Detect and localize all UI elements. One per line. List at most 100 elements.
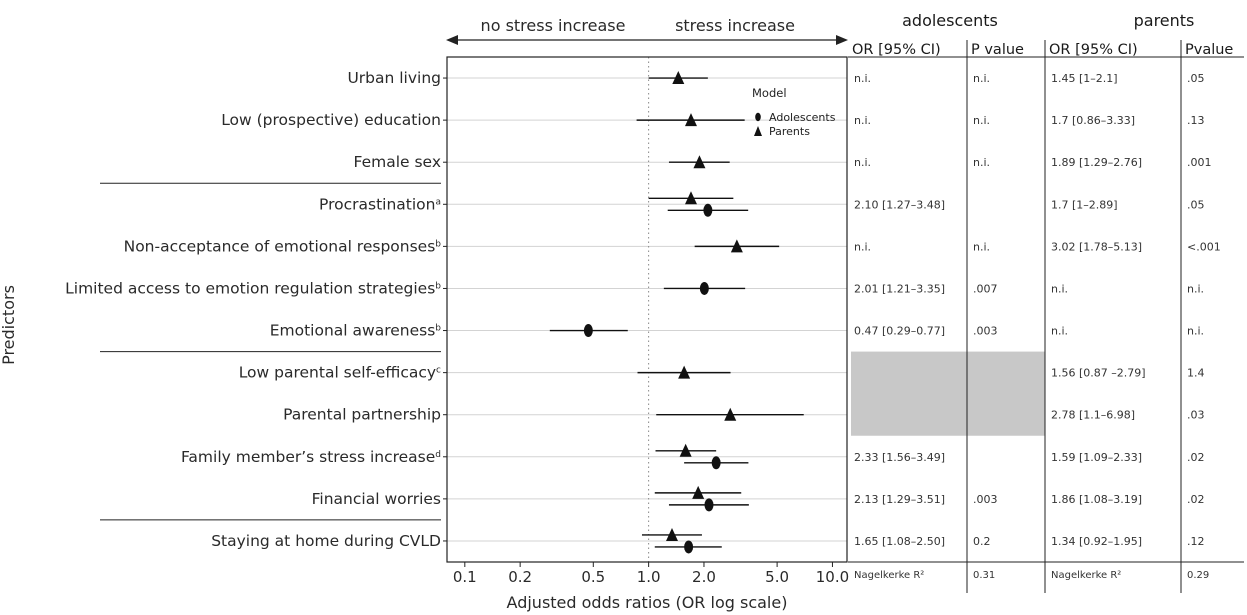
y-axis-title: Predictors (0, 285, 18, 365)
x-tick-label: 10.0 (816, 568, 849, 586)
table-cell: n.i. (854, 72, 871, 85)
table-cell: n.i. (1051, 325, 1068, 338)
table-cell: 1.34 [0.92–1.95] (1051, 535, 1142, 548)
legend-item-adolescents: Adolescents (769, 111, 836, 124)
x-axis-title: Adjusted odds ratios (OR log scale) (507, 593, 788, 612)
not-applicable-shading (851, 351, 1045, 436)
table-cell: 2.13 [1.29–3.51] (854, 493, 945, 506)
adolescents-estimate-ellipse (704, 498, 714, 512)
predictor-label: Low parental self-efficacyc (239, 364, 441, 382)
table-cell: n.i. (973, 72, 990, 85)
parents-estimate-triangle (693, 155, 706, 169)
table-column-header: P value (971, 42, 1024, 58)
parents-estimate-triangle (724, 407, 737, 421)
parents-estimate-triangle (672, 71, 685, 85)
legend-triangle-icon (754, 126, 762, 136)
x-tick-label: 1.0 (637, 568, 661, 586)
table-cell: 1.59 [1.09–2.33] (1051, 451, 1142, 464)
parents-estimate-triangle (678, 365, 691, 379)
table-footer-cell: 0.31 (973, 570, 995, 581)
adolescents-estimate-ellipse (711, 456, 721, 470)
table-cell: 2.10 [1.27–3.48] (854, 198, 945, 211)
table-cell: n.i. (1187, 325, 1204, 338)
table-cell: 1.65 [1.08–2.50] (854, 535, 945, 548)
table-cell: 1.7 [0.86–3.33] (1051, 114, 1135, 127)
table-cell: 1.45 [1–2.1] (1051, 72, 1118, 85)
table-cell: n.i. (854, 240, 871, 253)
parents-estimate-triangle (684, 191, 697, 205)
adolescents-estimate-ellipse (699, 281, 709, 295)
table-cell: 1.7 [1–2.89] (1051, 198, 1118, 211)
table-cell: n.i. (1051, 282, 1068, 295)
table-cell: n.i. (973, 240, 990, 253)
parents-estimate-triangle (692, 485, 705, 499)
predictor-label: Non-acceptance of emotional responsesb (124, 237, 442, 255)
legend-ellipse-icon (755, 112, 761, 122)
table-group-adolescents: adolescents (902, 11, 998, 30)
table-footer-cell: 0.29 (1187, 570, 1209, 581)
direction-header: no stress increase stress increase (446, 16, 848, 45)
table-cell: .13 (1187, 114, 1205, 127)
predictor-label: Family member’s stress increased (181, 448, 441, 466)
table-cell: .05 (1187, 198, 1205, 211)
adolescents-estimate-ellipse (583, 324, 593, 338)
table-group-parents: parents (1134, 11, 1195, 30)
predictor-label: Procrastinationa (319, 195, 441, 213)
predictor-label: Parental partnership (283, 406, 441, 424)
plot-frame (446, 56, 848, 563)
table-cell: .001 (1187, 156, 1212, 169)
predictor-label: Limited access to emotion regulation str… (65, 279, 441, 297)
predictor-label: Staying at home during CVLD (211, 532, 441, 550)
parents-estimate-triangle (665, 527, 678, 541)
left-arrowhead-icon (446, 35, 458, 45)
direction-label-left: no stress increase (481, 16, 626, 35)
legend-title: Model (752, 86, 787, 100)
table-cell: 3.02 [1.78–5.13] (1051, 240, 1142, 253)
table-cell: 2.01 [1.21–3.35] (854, 282, 945, 295)
table-cell: .05 (1187, 72, 1205, 85)
x-tick-label: 0.2 (508, 568, 532, 586)
table-cell: 1.56 [0.87 –2.79] (1051, 367, 1146, 380)
table-cell: 1.4 (1187, 367, 1205, 380)
table-column-header: OR [95% CI) (1049, 42, 1138, 58)
table-cell: 2.33 [1.56–3.49] (854, 451, 945, 464)
table-cell: n.i. (973, 114, 990, 127)
parents-estimate-triangle (730, 239, 743, 253)
table-footer-cell: Nagelkerke R² (854, 570, 924, 581)
predictor-label: Urban living (347, 69, 441, 87)
table-cell: n.i. (1187, 282, 1204, 295)
parents-estimate-triangle (679, 443, 692, 457)
x-tick-label: 0.5 (581, 568, 605, 586)
plot-area: 0.1 0.2 0.5 1.0 2.0 5.0 10.0 Urban living Low (p… (65, 56, 849, 586)
table-cell: .02 (1187, 451, 1205, 464)
table-cell: .007 (973, 282, 998, 295)
table-cell: <.001 (1187, 240, 1221, 253)
results-table: OR [95% CI) P value OR [95% CI) Pvalue n.i. n… (848, 40, 1244, 593)
table-column-header: Pvalue (1185, 42, 1233, 58)
table-cell: 1.89 [1.29–2.76] (1051, 156, 1142, 169)
predictor-label: Emotional awarenessb (270, 322, 442, 340)
right-arrowhead-icon (836, 35, 848, 45)
predictor-label: Female sex (354, 153, 441, 171)
table-cell: .003 (973, 325, 998, 338)
direction-label-right: stress increase (675, 16, 795, 35)
x-tick-label: 2.0 (692, 568, 716, 586)
table-cell: .12 (1187, 535, 1205, 548)
table-cell: .02 (1187, 493, 1205, 506)
adolescents-estimate-ellipse (684, 540, 694, 554)
table-cell: 0.2 (973, 535, 991, 548)
parents-estimate-triangle (684, 113, 697, 127)
table-cell: 1.86 [1.08–3.19] (1051, 493, 1142, 506)
table-cell: n.i. (854, 114, 871, 127)
x-tick-label: 0.1 (453, 568, 477, 586)
table-cell: 2.78 [1.1–6.98] (1051, 409, 1135, 422)
table-cell: n.i. (854, 156, 871, 169)
legend-item-parents: Parents (769, 125, 810, 138)
table-cell: 0.47 [0.29–0.77] (854, 325, 945, 338)
table-cell: .03 (1187, 409, 1205, 422)
predictor-label: Financial worries (312, 490, 441, 508)
table-column-header: OR [95% CI) (852, 42, 941, 58)
table-footer-cell: Nagelkerke R² (1051, 570, 1121, 581)
predictor-label: Low (prospective) education (221, 111, 441, 129)
